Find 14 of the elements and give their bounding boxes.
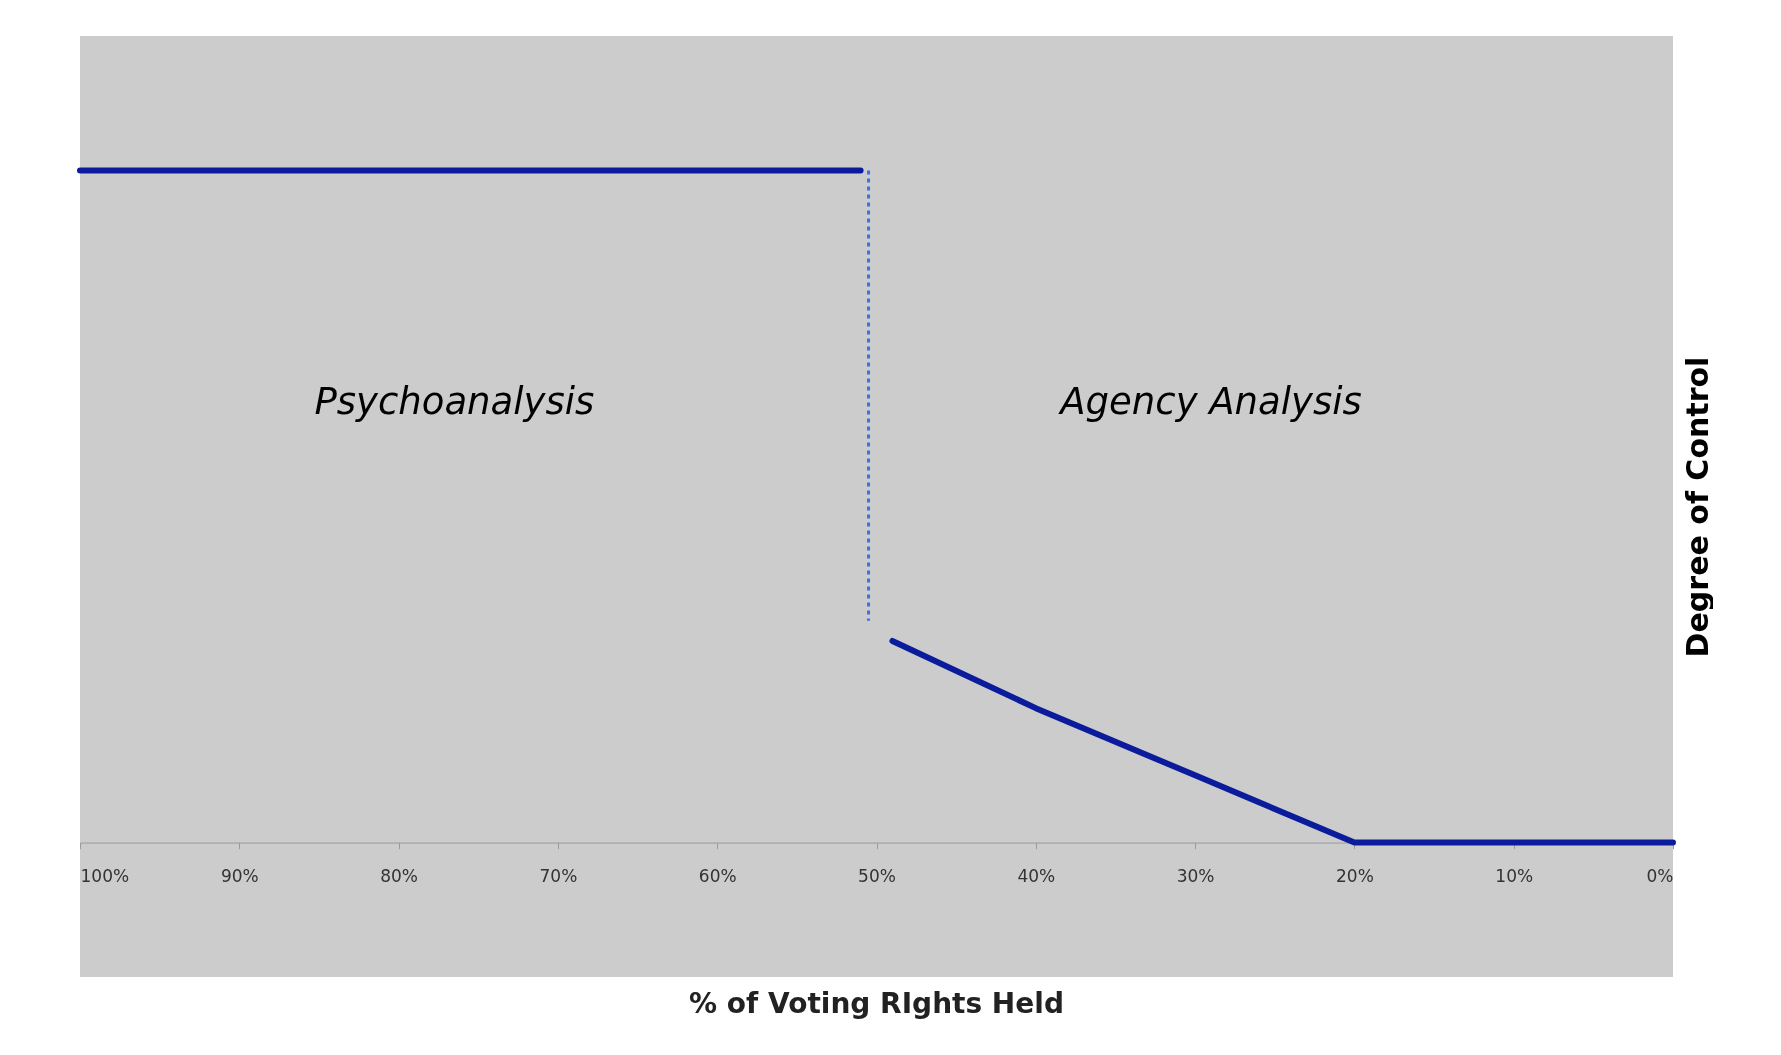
x-tick-label: 90% [220, 866, 259, 887]
x-tick-label: 40% [1017, 866, 1056, 887]
x-tick-label: 10% [1495, 866, 1534, 887]
annotation: Agency Analysis [1058, 379, 1362, 423]
x-tick-label: 60% [698, 866, 737, 887]
x-axis-title: % of Voting RIghts Held [689, 987, 1064, 1020]
x-tick-label: 80% [380, 866, 418, 887]
x-tick-label: 30% [1176, 866, 1215, 887]
x-tick-label: 70% [539, 866, 578, 887]
x-tick-label: 20% [1336, 866, 1374, 887]
x-tick-label: 100% [80, 866, 130, 887]
annotation: Psychoanalysis [314, 379, 595, 423]
x-tick-label: 0% [1646, 866, 1674, 887]
x-tick-label: 50% [858, 866, 896, 887]
